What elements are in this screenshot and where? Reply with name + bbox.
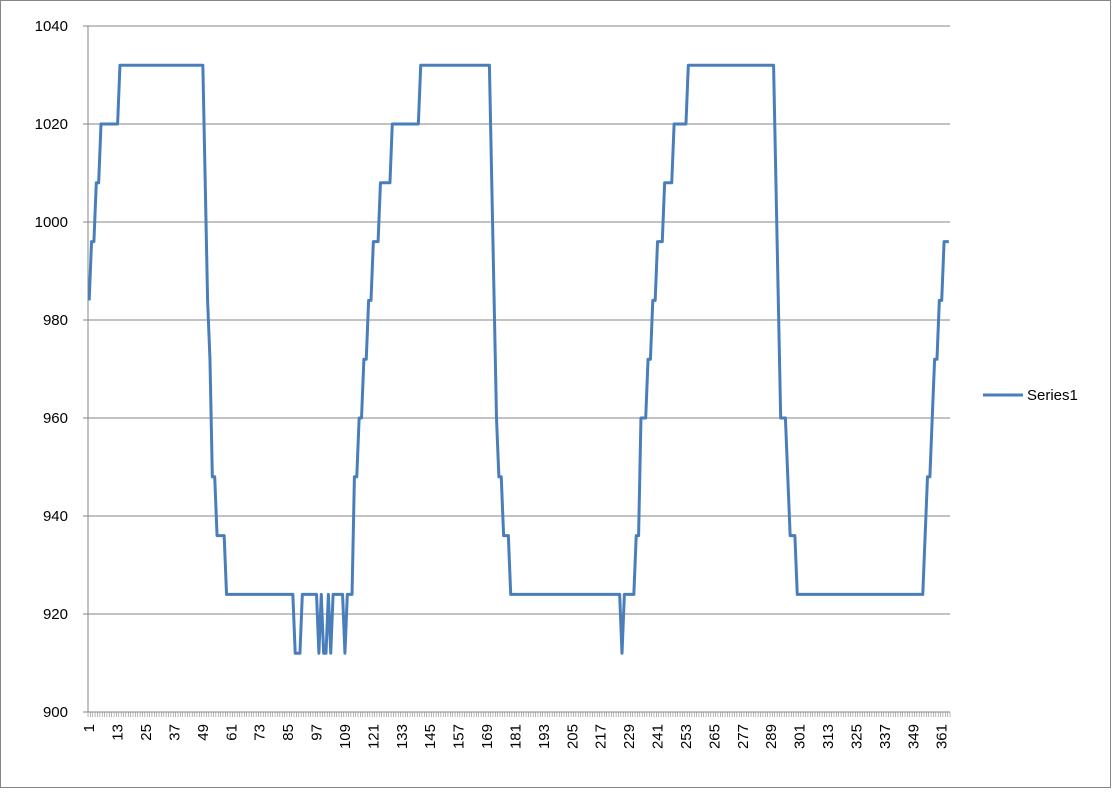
y-tick-label: 940: [43, 508, 68, 525]
x-tick-label: 313: [820, 724, 837, 749]
x-tick-label: 349: [905, 724, 922, 749]
x-tick-label: 145: [422, 724, 439, 749]
y-tick-label: 960: [43, 410, 68, 427]
legend-label: Series1: [1027, 387, 1078, 404]
x-tick-label: 229: [621, 724, 638, 749]
x-tick-label: 193: [536, 724, 553, 749]
x-tick-label: 1: [81, 724, 98, 732]
x-tick-label: 61: [223, 724, 240, 741]
x-tick-label: 205: [564, 724, 581, 749]
x-tick-label: 169: [479, 724, 496, 749]
x-tick-label: 13: [110, 724, 127, 741]
y-tick-label: 920: [43, 606, 68, 623]
x-tick-label: 217: [593, 724, 610, 749]
x-tick-label: 133: [394, 724, 411, 749]
x-tick-label: 109: [337, 724, 354, 749]
x-tick-label: 97: [309, 724, 326, 741]
x-tick-label: 37: [166, 724, 183, 741]
x-tick-label: 181: [507, 724, 524, 749]
y-tick-label: 1040: [35, 18, 68, 35]
x-tick-label: 241: [650, 724, 667, 749]
x-tick-label: 157: [451, 724, 468, 749]
x-tick-label: 361: [934, 724, 951, 749]
x-tick-label: 277: [735, 724, 752, 749]
x-tick-label: 25: [138, 724, 155, 741]
y-tick-label: 980: [43, 312, 68, 329]
data-line: [87, 63, 949, 655]
x-tick-label: 121: [365, 724, 382, 749]
x-tick-label: 73: [252, 724, 269, 741]
y-tick-label: 1000: [35, 214, 68, 231]
x-tick-label: 301: [792, 724, 809, 749]
x-tick-label: 325: [848, 724, 865, 749]
y-tick-label: 900: [43, 704, 68, 721]
x-tick-label: 85: [280, 724, 297, 741]
x-tick-label: 253: [678, 724, 695, 749]
x-tick-label: 337: [877, 724, 894, 749]
x-tick-label: 49: [195, 724, 212, 741]
y-tick-label: 1020: [35, 116, 68, 133]
x-tick-label: 265: [706, 724, 723, 749]
x-tick-label: 289: [763, 724, 780, 749]
